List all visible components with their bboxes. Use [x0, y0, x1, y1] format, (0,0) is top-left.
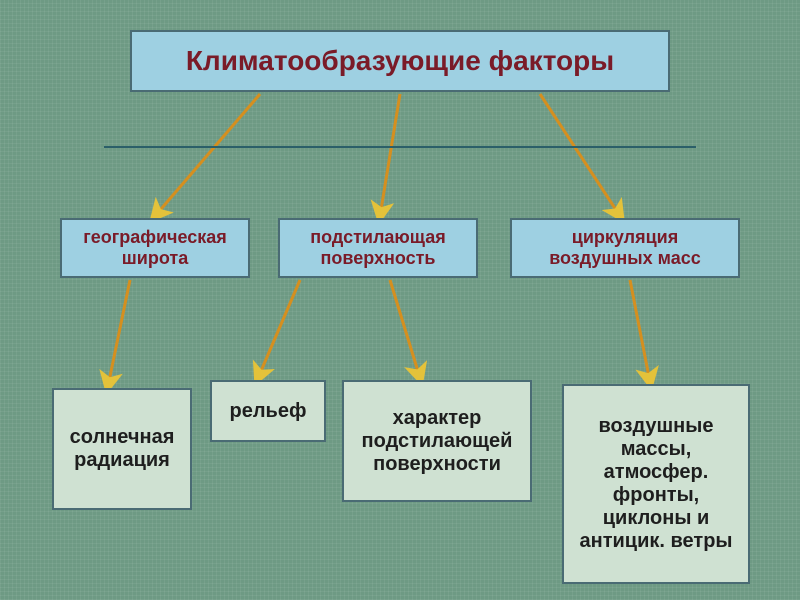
- root-label: Климатообразующие факторы: [186, 45, 614, 77]
- mid-box-0: географическая широта: [60, 218, 250, 278]
- root-box: Климатообразующие факторы: [130, 30, 670, 92]
- leaf-box-1: рельеф: [210, 380, 326, 442]
- leaf-box-label-0: солнечная радиация: [62, 426, 182, 472]
- mid-box-1: подстилающая поверхность: [278, 218, 478, 278]
- leaf-box-3: воздушные массы, атмосфер. фронты, цикло…: [562, 384, 750, 584]
- leaf-box-2: характер подстилающей поверхности: [342, 380, 532, 502]
- mid-box-label-1: подстилающая поверхность: [288, 227, 468, 269]
- leaf-box-label-2: характер подстилающей поверхности: [352, 407, 522, 476]
- mid-box-label-2: циркуляция воздушных масс: [520, 227, 730, 269]
- mid-box-label-0: географическая широта: [70, 227, 240, 269]
- horizontal-divider: [104, 146, 696, 148]
- leaf-box-0: солнечная радиация: [52, 388, 192, 510]
- mid-box-2: циркуляция воздушных масс: [510, 218, 740, 278]
- leaf-box-label-3: воздушные массы, атмосфер. фронты, цикло…: [572, 415, 740, 553]
- leaf-box-label-1: рельеф: [230, 400, 307, 423]
